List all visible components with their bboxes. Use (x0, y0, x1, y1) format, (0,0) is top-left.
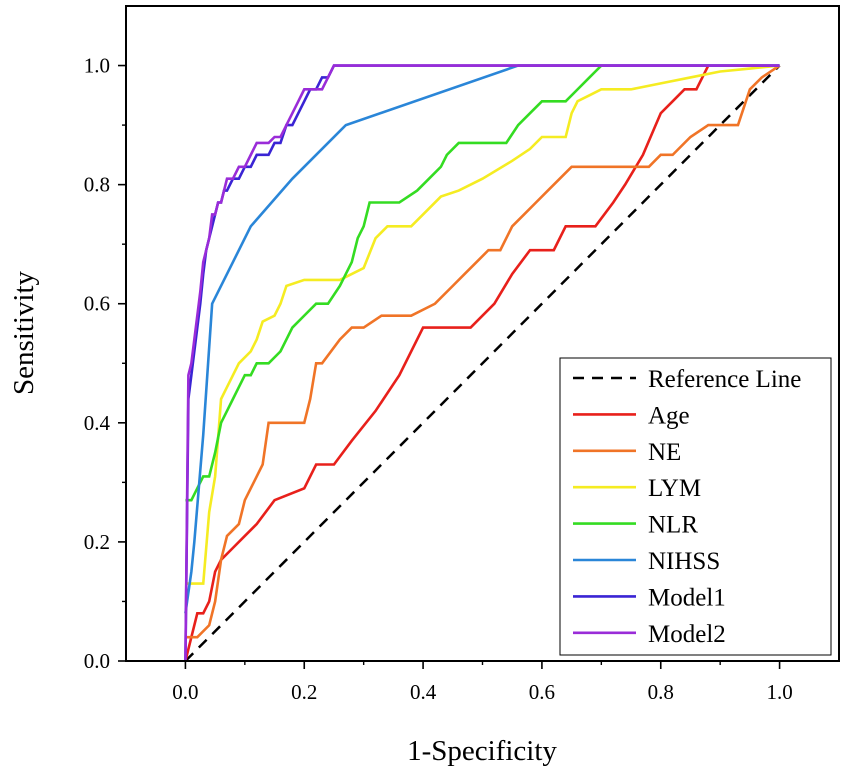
legend-label-model1: Model1 (648, 584, 726, 611)
y-axis-title: Sensitivity (8, 270, 40, 395)
series-line-nihss (184, 64, 780, 614)
x-axis-title: 1-Specificity (407, 735, 557, 767)
x-tick-label: 0.8 (648, 680, 674, 704)
series-line-reference-line (184, 64, 781, 662)
legend-label-model2: Model2 (648, 621, 726, 648)
legend-label-lym: LYM (648, 475, 701, 502)
series-line-ne (185, 64, 781, 639)
legend-box (559, 357, 832, 656)
series-line-nlr (185, 64, 603, 502)
x-tick-label: 0.0 (172, 680, 198, 704)
legend: Reference Line Age NE LYM NLR NIHSS Model1 Mode… (559, 357, 832, 656)
y-tick-label: 0.6 (84, 292, 110, 316)
legend-label-nihss: NIHSS (648, 548, 720, 575)
x-tick-label: 1.0 (766, 680, 792, 704)
x-tick-label: 0.4 (410, 680, 437, 704)
legend-label-ne: NE (648, 439, 681, 466)
series-line-lym (185, 64, 780, 585)
legend-label-reference-line: Reference Line (648, 366, 801, 393)
x-tick-label: 0.6 (529, 680, 555, 704)
y-tick-label: 0.2 (84, 530, 110, 554)
x-tick-label: 0.2 (291, 680, 317, 704)
legend-label-age: Age (648, 402, 690, 429)
ticks-layer: 0.0 0.2 0.4 0.6 0.8 1.0 0.0 0.2 0.4 0.6 0.8 1.0 (84, 54, 793, 704)
y-tick-label: 0.8 (84, 173, 110, 197)
y-tick-label: 0.0 (84, 649, 110, 673)
y-tick-label: 0.4 (84, 411, 111, 435)
legend-label-nlr: NLR (648, 512, 698, 539)
y-tick-label: 1.0 (84, 54, 110, 78)
series-line-model2 (184, 64, 780, 662)
series-layer (184, 64, 781, 662)
